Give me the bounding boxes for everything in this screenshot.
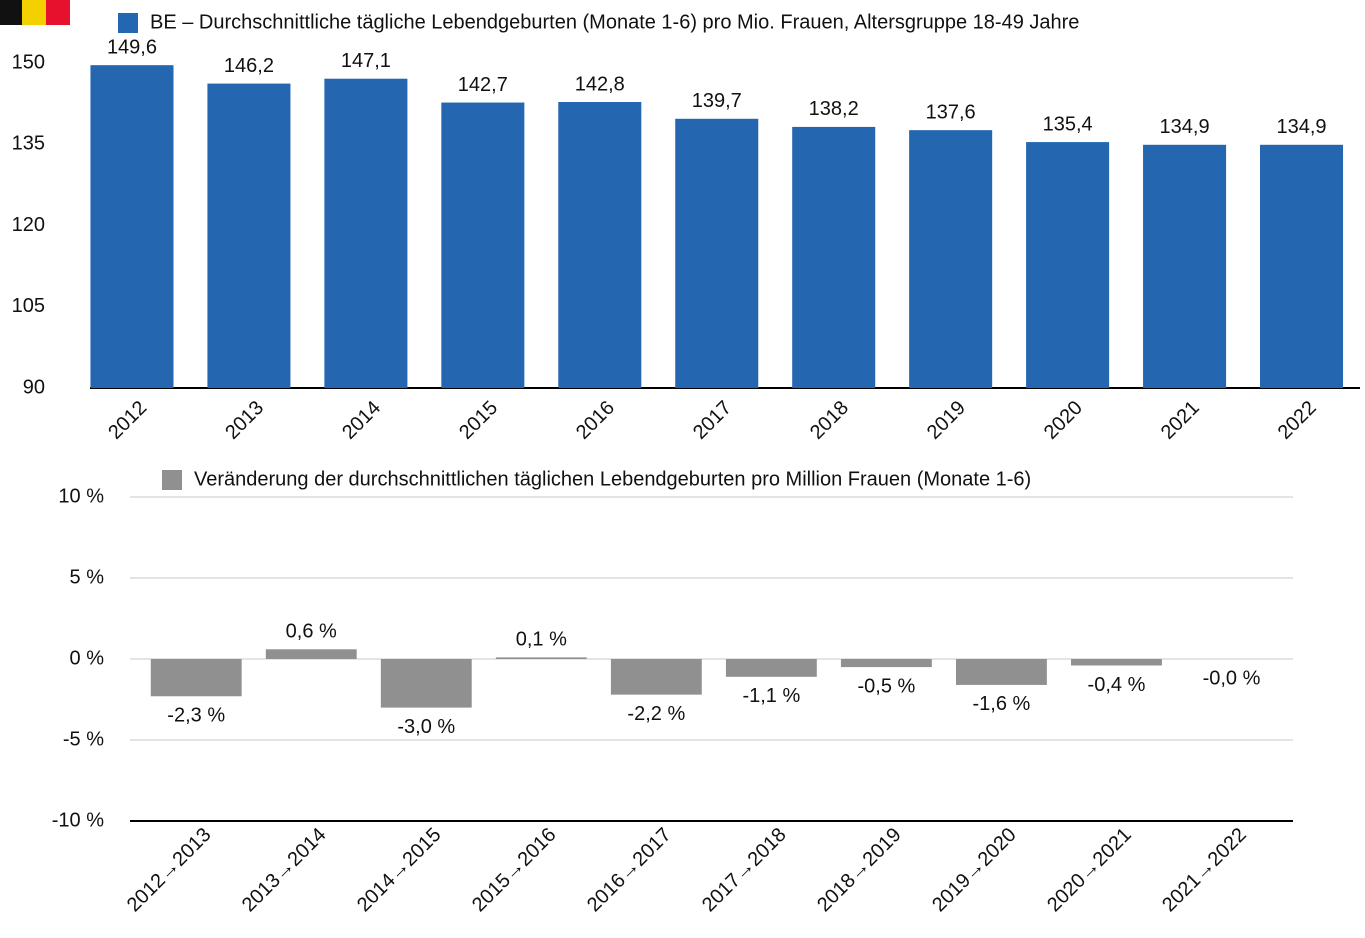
x-tick-label: 2016 bbox=[572, 397, 619, 444]
x-tick-label: 2015→2016 bbox=[468, 824, 561, 917]
y-tick-label: 90 bbox=[23, 376, 45, 398]
x-tick-label: 2014→2015 bbox=[353, 824, 446, 917]
y-tick-label: 0 % bbox=[70, 647, 105, 669]
data-label: -3,0 % bbox=[397, 716, 455, 738]
x-tick-label: 2014 bbox=[338, 397, 385, 444]
bar bbox=[495, 657, 587, 659]
x-tick-label: 2012 bbox=[104, 397, 151, 444]
bar bbox=[1260, 144, 1344, 388]
bar bbox=[324, 78, 408, 388]
x-tick-label: 2020→2021 bbox=[1043, 824, 1136, 917]
data-label: 137,6 bbox=[926, 101, 976, 123]
legend-swatch bbox=[118, 13, 138, 33]
bar bbox=[909, 130, 993, 388]
y-tick-label: 120 bbox=[12, 214, 45, 236]
bar bbox=[150, 659, 242, 697]
flag-black bbox=[0, 0, 22, 25]
data-label: 138,2 bbox=[809, 98, 859, 120]
x-tick-label: 2022 bbox=[1274, 397, 1321, 444]
data-label: 0,1 % bbox=[516, 629, 567, 651]
data-label: -0,5 % bbox=[857, 675, 915, 697]
x-tick-label: 2016→2017 bbox=[583, 824, 676, 917]
bar bbox=[792, 126, 876, 389]
x-tick-label: 2013→2014 bbox=[238, 824, 331, 917]
y-tick-label: 105 bbox=[12, 295, 45, 317]
x-tick-label: 2013 bbox=[221, 397, 268, 444]
x-tick-label: 2017 bbox=[689, 397, 736, 444]
legend-label: BE – Durchschnittliche tägliche Lebendge… bbox=[150, 11, 1079, 33]
data-label: -0,4 % bbox=[1088, 674, 1146, 696]
data-label: -2,2 % bbox=[627, 703, 685, 725]
y-tick-label: 135 bbox=[12, 133, 45, 155]
x-tick-label: 2021 bbox=[1157, 397, 1204, 444]
x-tick-label: 2021→2022 bbox=[1158, 824, 1251, 917]
bar bbox=[207, 83, 291, 388]
bar bbox=[675, 118, 759, 389]
data-label: -2,3 % bbox=[167, 705, 225, 727]
bar bbox=[380, 659, 472, 708]
bar bbox=[840, 659, 932, 668]
x-tick-label: 2018→2019 bbox=[813, 824, 906, 917]
y-tick-label: 150 bbox=[12, 51, 45, 73]
bar bbox=[441, 102, 525, 389]
data-label: 134,9 bbox=[1276, 116, 1326, 138]
x-tick-label: 2019 bbox=[923, 397, 970, 444]
data-label: -1,6 % bbox=[973, 693, 1031, 715]
data-label: 139,7 bbox=[692, 90, 742, 112]
y-tick-label: -5 % bbox=[63, 728, 104, 750]
data-label: 149,6 bbox=[107, 36, 157, 58]
x-tick-label: 2015 bbox=[455, 397, 502, 444]
data-label: -0,0 % bbox=[1203, 667, 1261, 689]
data-label: 0,6 % bbox=[286, 621, 337, 643]
bar bbox=[558, 102, 642, 388]
data-label: -1,1 % bbox=[742, 685, 800, 707]
bar bbox=[1143, 144, 1227, 388]
bar bbox=[955, 659, 1047, 685]
flag-yellow bbox=[22, 0, 46, 25]
y-tick-label: -10 % bbox=[52, 809, 104, 831]
data-label: 146,2 bbox=[224, 55, 274, 77]
x-tick-label: 2018 bbox=[806, 397, 853, 444]
legend-swatch bbox=[162, 470, 182, 490]
bar bbox=[610, 659, 702, 695]
y-tick-label: 10 % bbox=[58, 485, 104, 507]
y-tick-label: 5 % bbox=[70, 566, 105, 588]
x-tick-label: 2019→2020 bbox=[928, 824, 1021, 917]
data-label: 135,4 bbox=[1043, 113, 1093, 135]
bar bbox=[1026, 142, 1110, 388]
legend-label: Veränderung der durchschnittlichen tägli… bbox=[194, 468, 1031, 490]
data-label: 142,8 bbox=[575, 73, 625, 95]
x-tick-label: 2017→2018 bbox=[698, 824, 791, 917]
flag-red bbox=[46, 0, 70, 25]
data-label: 147,1 bbox=[341, 50, 391, 72]
data-label: 134,9 bbox=[1160, 116, 1210, 138]
data-label: 142,7 bbox=[458, 74, 508, 96]
x-tick-label: 2020 bbox=[1040, 397, 1087, 444]
bar bbox=[90, 65, 174, 389]
bar bbox=[265, 649, 357, 659]
x-tick-label: 2012→2013 bbox=[123, 824, 216, 917]
bar bbox=[725, 659, 817, 677]
bar bbox=[1071, 659, 1162, 666]
